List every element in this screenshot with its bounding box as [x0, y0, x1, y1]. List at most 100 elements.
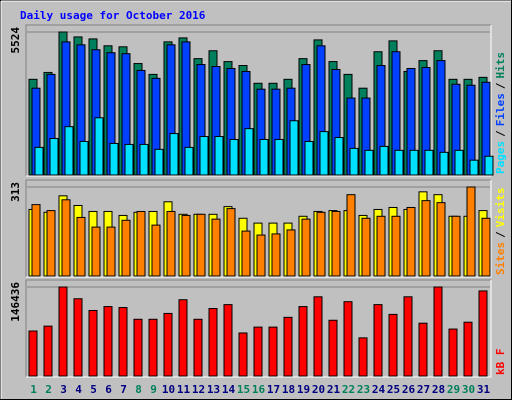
x-tick-label: 25 [387, 383, 400, 396]
bar [403, 296, 413, 377]
bar [451, 215, 461, 277]
chart-title: Daily usage for October 2016 [20, 9, 206, 22]
bar [358, 337, 368, 377]
bar [211, 218, 221, 277]
bar [58, 286, 68, 377]
legend: Sites / Visits [494, 188, 507, 276]
bar [94, 117, 104, 176]
bar [466, 186, 476, 277]
legend-entry: Sites [494, 242, 507, 275]
bar [244, 128, 254, 176]
x-tick-label: 22 [342, 383, 355, 396]
x-tick-label: 19 [297, 383, 310, 396]
bar [73, 298, 83, 377]
bar [178, 299, 188, 377]
bar [31, 204, 41, 277]
legend-separator: / [494, 82, 507, 89]
bar [223, 304, 233, 377]
bar [46, 210, 56, 277]
bar [271, 233, 281, 277]
bar [478, 290, 488, 377]
bar [121, 219, 131, 277]
bar [319, 131, 329, 176]
legend-entry: Pages [494, 141, 507, 174]
bar [226, 208, 236, 277]
x-tick-label: 17 [267, 383, 280, 396]
bar [463, 321, 473, 377]
bar [349, 147, 359, 176]
bar [61, 199, 71, 277]
bar [346, 194, 356, 277]
x-tick-label: 14 [222, 383, 236, 396]
bar [91, 226, 101, 277]
bar [151, 224, 161, 277]
bar [34, 146, 44, 176]
bar [436, 202, 446, 277]
bar [439, 151, 449, 176]
x-tick-label: 13 [207, 383, 220, 396]
x-tick-label: 6 [105, 383, 112, 396]
bar [391, 215, 401, 277]
y-tick-label: 5524 [9, 27, 22, 54]
bar [289, 120, 299, 176]
legend: Pages / Files / Hits [494, 52, 507, 174]
legend-entry: Hits [494, 52, 507, 79]
x-tick-label: 30 [462, 383, 475, 396]
x-tick-label: 28 [432, 383, 445, 396]
bar [286, 229, 296, 277]
bar [49, 137, 59, 176]
bar [268, 326, 278, 377]
bar [301, 218, 311, 277]
x-tick-label: 31 [477, 383, 491, 396]
bar [418, 322, 428, 377]
bar [136, 210, 146, 277]
bar [328, 319, 338, 377]
bar [454, 149, 464, 176]
x-tick-label: 5 [90, 383, 97, 396]
bevel [25, 24, 491, 176]
x-tick-label: 3 [60, 383, 67, 396]
bar [133, 318, 143, 377]
bar [241, 230, 251, 277]
bar [433, 286, 443, 377]
bar [253, 326, 263, 377]
bar [406, 206, 416, 277]
bar [196, 213, 206, 277]
bar [106, 226, 116, 277]
bevel [26, 180, 492, 278]
x-tick-label: 24 [372, 383, 386, 396]
bar [448, 328, 458, 377]
x-tick-label: 4 [75, 383, 82, 396]
bar [43, 325, 53, 377]
x-tick-label: 18 [282, 383, 295, 396]
x-tick-label: 10 [162, 383, 175, 396]
x-tick-label: 15 [237, 383, 250, 396]
bar [331, 210, 341, 277]
bar [79, 140, 89, 176]
bar [316, 211, 326, 277]
x-tick-label: 20 [312, 383, 325, 396]
bar [28, 330, 38, 377]
x-tick-label: 8 [135, 383, 142, 396]
bar [256, 234, 266, 277]
bar [481, 217, 491, 277]
bar [208, 308, 218, 377]
bar [193, 318, 203, 377]
bar [376, 215, 386, 277]
bar [409, 149, 419, 176]
legend: kB F [494, 349, 507, 376]
bar [373, 304, 383, 377]
bar [199, 136, 209, 176]
y-tick-label: 313 [9, 182, 22, 202]
bar [388, 313, 398, 377]
bar [421, 200, 431, 277]
x-tick-label: 21 [327, 383, 341, 396]
bar [76, 216, 86, 277]
bevel [26, 280, 492, 378]
bar [259, 138, 269, 176]
bar [154, 148, 164, 176]
bar [163, 312, 173, 377]
bar [298, 306, 308, 377]
bar [139, 143, 149, 176]
x-tick-label: 11 [177, 383, 191, 396]
